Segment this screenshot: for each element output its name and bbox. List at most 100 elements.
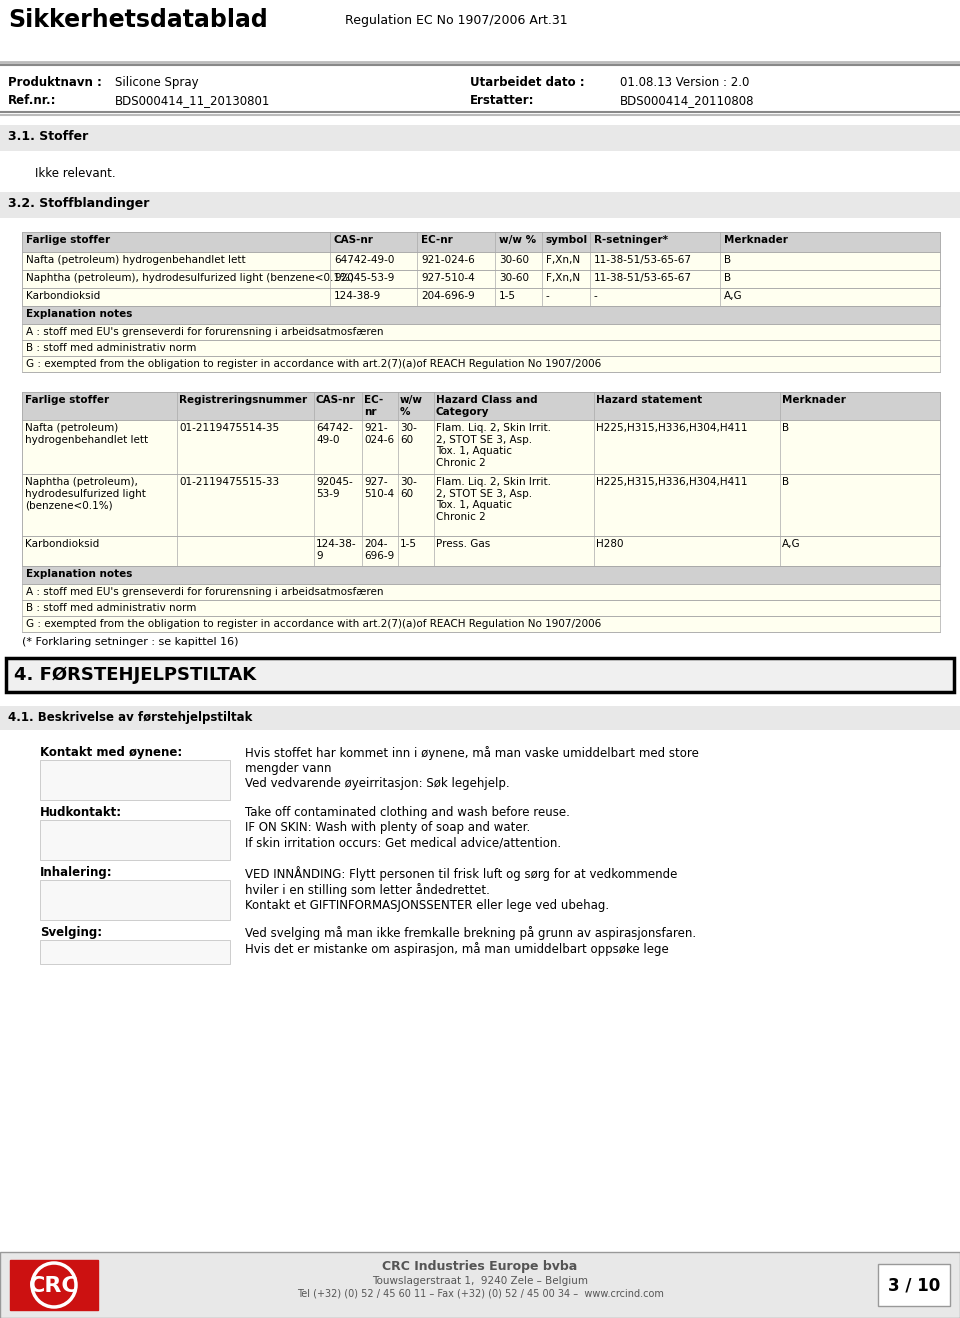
Bar — [22, 565, 940, 584]
Text: B : stoff med administrativ norm: B : stoff med administrativ norm — [26, 343, 197, 353]
Text: 30-60: 30-60 — [499, 254, 529, 265]
Bar — [40, 940, 230, 963]
Text: Explanation notes: Explanation notes — [26, 569, 132, 579]
Text: H280: H280 — [596, 539, 623, 550]
Bar — [22, 600, 940, 616]
Text: 927-510-4: 927-510-4 — [421, 273, 475, 283]
Text: 921-024-6: 921-024-6 — [421, 254, 475, 265]
Text: VED INNÅNDING: Flytt personen til frisk luft og sørg for at vedkommende
hviler i: VED INNÅNDING: Flytt personen til frisk … — [245, 866, 678, 912]
Text: Nafta (petroleum) hydrogenbehandlet lett: Nafta (petroleum) hydrogenbehandlet lett — [26, 254, 246, 265]
Bar — [22, 270, 940, 289]
Text: 1-5: 1-5 — [499, 291, 516, 301]
Text: Naphtha (petroleum), hydrodesulfurized light (benzene<0.1%): Naphtha (petroleum), hydrodesulfurized l… — [26, 273, 354, 283]
Bar — [40, 760, 230, 800]
Text: G : exempted from the obligation to register in accordance with art.2(7)(a)of RE: G : exempted from the obligation to regi… — [26, 358, 601, 369]
Bar — [22, 340, 940, 356]
Text: CAS-nr: CAS-nr — [316, 395, 356, 405]
Bar — [878, 1264, 950, 1306]
Text: B: B — [782, 477, 789, 486]
Text: Press. Gas: Press. Gas — [436, 539, 491, 550]
Text: F,Xn,N: F,Xn,N — [546, 254, 580, 265]
Text: (* Forklaring setninger : se kapittel 16): (* Forklaring setninger : se kapittel 16… — [22, 637, 238, 647]
Text: 92045-53-9: 92045-53-9 — [334, 273, 395, 283]
Bar — [40, 820, 230, 861]
Text: Flam. Liq. 2, Skin Irrit.
2, STOT SE 3, Asp.
Tox. 1, Aquatic
Chronic 2: Flam. Liq. 2, Skin Irrit. 2, STOT SE 3, … — [436, 477, 551, 522]
Bar — [22, 232, 940, 252]
Text: R-setninger*: R-setninger* — [594, 235, 668, 245]
Text: Hvis stoffet har kommet inn i øynene, må man vaske umiddelbart med store
mengder: Hvis stoffet har kommet inn i øynene, må… — [245, 746, 699, 789]
Bar — [40, 880, 230, 920]
Text: Inhalering:: Inhalering: — [40, 866, 112, 879]
Bar — [22, 474, 940, 536]
Text: -: - — [594, 291, 598, 301]
Text: Tel (+32) (0) 52 / 45 60 11 – Fax (+32) (0) 52 / 45 00 34 –  www.crcind.com: Tel (+32) (0) 52 / 45 60 11 – Fax (+32) … — [297, 1289, 663, 1300]
Text: Erstatter:: Erstatter: — [470, 94, 535, 107]
Text: Registreringsnummer: Registreringsnummer — [179, 395, 307, 405]
Text: Karbondioksid: Karbondioksid — [25, 539, 99, 550]
Text: Kontakt med øynene:: Kontakt med øynene: — [40, 746, 182, 759]
Bar — [22, 420, 940, 474]
Bar — [22, 616, 940, 633]
Text: G : exempted from the obligation to register in accordance with art.2(7)(a)of RE: G : exempted from the obligation to regi… — [26, 619, 601, 629]
Text: BDS000414_20110808: BDS000414_20110808 — [620, 94, 755, 107]
Bar — [22, 536, 940, 565]
Text: H225,H315,H336,H304,H411: H225,H315,H336,H304,H411 — [596, 423, 748, 434]
Text: Hazard statement: Hazard statement — [596, 395, 702, 405]
Text: 11-38-51/53-65-67: 11-38-51/53-65-67 — [594, 254, 692, 265]
Text: 64742-
49-0: 64742- 49-0 — [316, 423, 353, 444]
Bar — [22, 324, 940, 340]
Text: 01.08.13 Version : 2.0: 01.08.13 Version : 2.0 — [620, 76, 750, 90]
Bar — [0, 192, 960, 217]
Text: A : stoff med EU's grenseverdi for forurensning i arbeidsatmosfæren: A : stoff med EU's grenseverdi for forur… — [26, 587, 383, 597]
Bar — [6, 658, 954, 692]
Text: Merknader: Merknader — [782, 395, 846, 405]
Text: 64742-49-0: 64742-49-0 — [334, 254, 395, 265]
Bar — [0, 125, 960, 152]
Text: 124-38-9: 124-38-9 — [334, 291, 381, 301]
Text: 30-
60: 30- 60 — [400, 423, 417, 444]
Text: Farlige stoffer: Farlige stoffer — [26, 235, 110, 245]
Text: Hazard Class and
Category: Hazard Class and Category — [436, 395, 538, 416]
Text: BDS000414_11_20130801: BDS000414_11_20130801 — [115, 94, 271, 107]
Text: 4. FØRSTEHJELPSTILTAK: 4. FØRSTEHJELPSTILTAK — [14, 666, 256, 684]
Text: 30-
60: 30- 60 — [400, 477, 417, 498]
Text: -: - — [546, 291, 550, 301]
Bar — [22, 584, 940, 600]
Text: 921-
024-6: 921- 024-6 — [364, 423, 395, 444]
Text: Farlige stoffer: Farlige stoffer — [25, 395, 109, 405]
Text: w/w %: w/w % — [499, 235, 536, 245]
Text: Naphtha (petroleum),
hydrodesulfurized light
(benzene<0.1%): Naphtha (petroleum), hydrodesulfurized l… — [25, 477, 146, 510]
Text: Karbondioksid: Karbondioksid — [26, 291, 100, 301]
Text: 3.2. Stoffblandinger: 3.2. Stoffblandinger — [8, 196, 150, 210]
Text: Explanation notes: Explanation notes — [26, 308, 132, 319]
Text: B: B — [724, 254, 732, 265]
Text: B : stoff med administrativ norm: B : stoff med administrativ norm — [26, 604, 197, 613]
Text: F,Xn,N: F,Xn,N — [546, 273, 580, 283]
Text: 01-2119475515-33: 01-2119475515-33 — [179, 477, 279, 486]
Text: Silicone Spray: Silicone Spray — [115, 76, 199, 90]
Text: w/w
%: w/w % — [400, 395, 423, 416]
Circle shape — [32, 1263, 76, 1307]
Text: B: B — [724, 273, 732, 283]
Text: 204-
696-9: 204- 696-9 — [364, 539, 395, 560]
Text: 124-38-
9: 124-38- 9 — [316, 539, 356, 560]
Text: 30-60: 30-60 — [499, 273, 529, 283]
Bar — [22, 289, 940, 306]
Bar — [22, 306, 940, 324]
Text: Nafta (petroleum)
hydrogenbehandlet lett: Nafta (petroleum) hydrogenbehandlet lett — [25, 423, 148, 444]
Text: 3.1. Stoffer: 3.1. Stoffer — [8, 130, 88, 142]
Text: Ikke relevant.: Ikke relevant. — [35, 167, 115, 181]
Text: Regulation EC No 1907/2006 Art.31: Regulation EC No 1907/2006 Art.31 — [345, 14, 567, 26]
Text: A : stoff med EU's grenseverdi for forurensning i arbeidsatmosfæren: A : stoff med EU's grenseverdi for forur… — [26, 327, 383, 337]
Text: 1-5: 1-5 — [400, 539, 417, 550]
Text: Utarbeidet dato :: Utarbeidet dato : — [470, 76, 585, 90]
Text: symbol: symbol — [546, 235, 588, 245]
Bar — [22, 252, 940, 270]
Bar — [22, 356, 940, 372]
Text: H225,H315,H336,H304,H411: H225,H315,H336,H304,H411 — [596, 477, 748, 486]
Text: 3 / 10: 3 / 10 — [888, 1276, 940, 1294]
Text: 927-
510-4: 927- 510-4 — [364, 477, 395, 498]
Bar — [0, 706, 960, 730]
Text: EC-
nr: EC- nr — [364, 395, 383, 416]
Text: Touwslagerstraat 1,  9240 Zele – Belgium: Touwslagerstraat 1, 9240 Zele – Belgium — [372, 1276, 588, 1286]
